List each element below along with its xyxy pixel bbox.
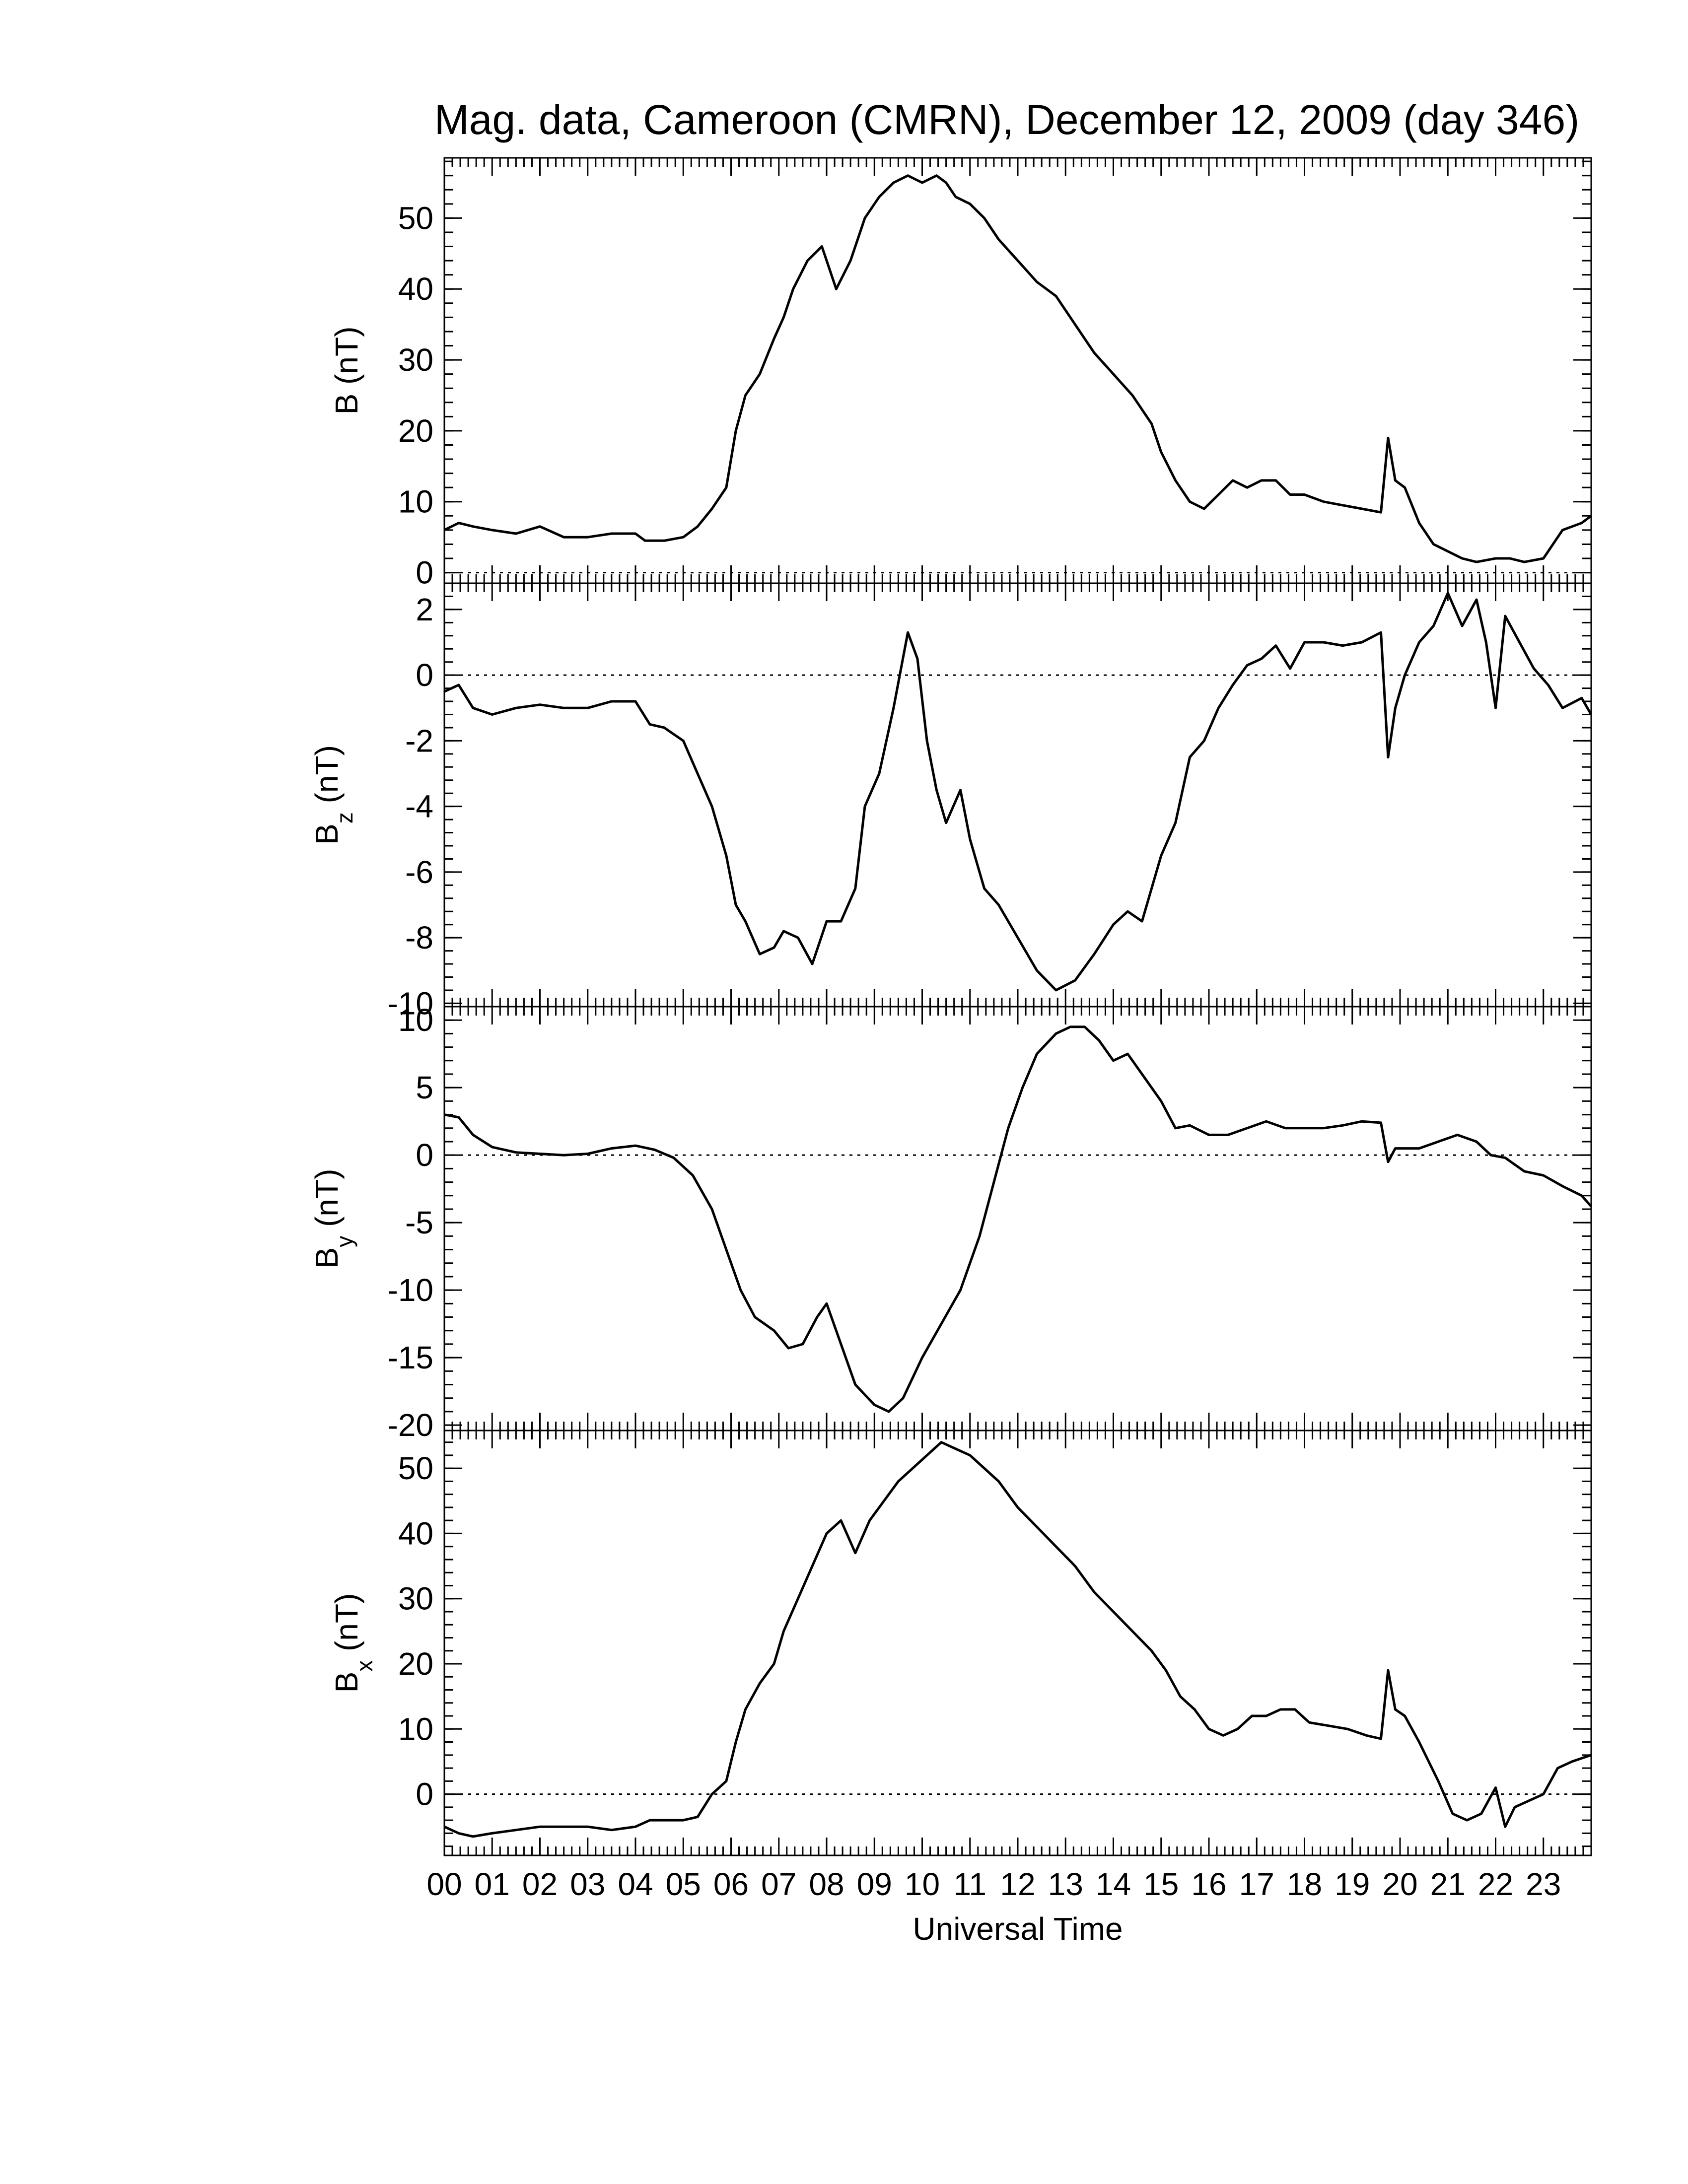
x-tick-label: 19: [1335, 1866, 1370, 1902]
y-tick-label: 20: [398, 1646, 433, 1682]
x-tick-label: 01: [475, 1866, 510, 1902]
y-tick-label: 10: [398, 1711, 433, 1747]
y-tick-label: 20: [398, 413, 433, 449]
x-tick-label: 22: [1478, 1866, 1513, 1902]
x-tick-label: 14: [1096, 1866, 1131, 1902]
x-tick-label: 16: [1191, 1866, 1226, 1902]
y-tick-label: -10: [388, 1272, 434, 1308]
x-tick-label: 18: [1287, 1866, 1322, 1902]
y-axis-label-Bz: Bz (nT): [309, 745, 357, 845]
y-tick-label: 2: [416, 592, 433, 627]
y-tick-label: -15: [388, 1340, 434, 1375]
x-tick-label: 20: [1382, 1866, 1417, 1902]
y-tick-label: 5: [416, 1070, 433, 1105]
x-tick-label: 10: [905, 1866, 940, 1902]
y-tick-label: 0: [416, 1776, 433, 1812]
x-tick-label: 23: [1526, 1866, 1561, 1902]
plot-frame: [443, 1006, 1592, 1432]
x-axis-label: Universal Time: [913, 1911, 1123, 1947]
y-tick-label: 10: [398, 1002, 433, 1038]
y-tick-label: 0: [416, 555, 433, 591]
y-tick-label: 0: [416, 1137, 433, 1173]
y-tick-label: 40: [398, 1515, 433, 1551]
series-line-Bx: [443, 1441, 1592, 1838]
y-tick-label: 50: [398, 200, 433, 236]
plot-frame: [443, 157, 1592, 584]
y-axis-label-Bx: Bx (nT): [329, 1593, 377, 1693]
y-tick-label: 40: [398, 271, 433, 307]
x-tick-label: 15: [1143, 1866, 1179, 1902]
series-line-B: [443, 174, 1592, 563]
x-axis: 00 01 02 03 04 05 06 07 08 09 10 11 12 13 14 15 16 17 18 19…: [426, 1866, 1561, 1902]
x-tick-label: 03: [570, 1866, 605, 1902]
panel-Bz: -10 -8 -6 -4 -2 0 2 Bz (nT): [309, 582, 1593, 1021]
x-tick-label: 12: [1000, 1866, 1035, 1902]
y-tick-label: -5: [405, 1205, 433, 1240]
x-tick-label: 11: [954, 1866, 986, 1902]
x-tick-label: 04: [618, 1866, 653, 1902]
panel-By: -20 -15 -10 -5 0 5 10 By (nT): [309, 1002, 1592, 1443]
x-tick-label: 09: [857, 1866, 892, 1902]
x-tick-label: 17: [1239, 1866, 1274, 1902]
y-axis-label-B: B (nT): [329, 327, 364, 415]
y-tick-label: -2: [405, 723, 433, 758]
series-line-Bz: [443, 592, 1593, 992]
y-tick-label: 30: [398, 342, 433, 378]
y-tick-label: 0: [416, 657, 433, 693]
y-tick-label: 10: [398, 484, 433, 520]
y-tick-label: -8: [405, 920, 433, 956]
panel-Bx: 0 10 20 30 40 50 Bx (nT): [329, 1430, 1592, 1856]
x-tick-label: 02: [522, 1866, 558, 1902]
x-tick-label: 07: [761, 1866, 796, 1902]
series-line-By: [444, 1025, 1592, 1413]
y-tick-label: 50: [398, 1450, 433, 1486]
y-tick-label: -4: [405, 789, 433, 824]
y-tick-label: -20: [388, 1407, 434, 1443]
chart-title: Mag. data, Cameroon (CMRN), December 12,…: [434, 96, 1579, 143]
plot-frame: [443, 582, 1592, 1008]
panel-B: 0 10 20 30 40 50 B (nT): [329, 157, 1592, 591]
y-tick-label: -10: [388, 985, 434, 1021]
y-tick-label: 30: [398, 1581, 433, 1617]
x-tick-label: 13: [1048, 1866, 1083, 1902]
x-tick-label: 21: [1430, 1866, 1466, 1902]
plot-frame: [443, 1430, 1592, 1856]
x-tick-label: 00: [426, 1866, 462, 1902]
x-tick-label: 08: [809, 1866, 844, 1902]
y-tick-label: -6: [405, 854, 433, 890]
x-tick-label: 05: [666, 1866, 701, 1902]
x-tick-label: 06: [713, 1866, 749, 1902]
y-axis-label-By: By (nT): [309, 1169, 357, 1269]
